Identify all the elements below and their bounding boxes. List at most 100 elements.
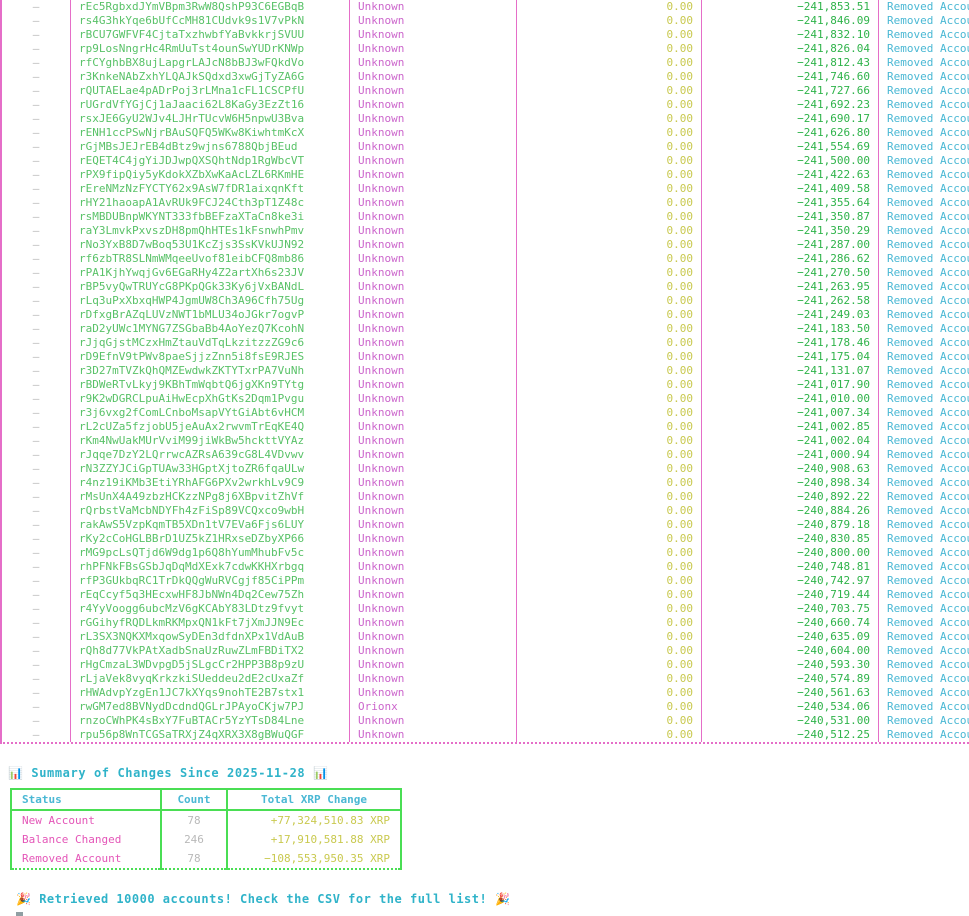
cell-status: Removed Account	[878, 224, 969, 238]
summary-header-row: Status Count Total XRP Change	[10, 788, 402, 811]
cell-address: rBDWeRTvLkyj9KBhTmWqbtQ6jgXKn9TYtg	[70, 378, 350, 392]
table-row: – raY3LmvkPxvszDH8pmQhHTEs1kFsnwhPmv Unkno…	[0, 224, 969, 238]
cell-address: rPX9fipQiy5yKdokXZbXwKaAcLZL6RKmHE	[70, 168, 350, 182]
table-row: – rUGrdVfYGjCj1aJaaci62L8KaGy3EzZt16 Unkno…	[0, 98, 969, 112]
cell-name: Unknown	[349, 546, 517, 560]
cell-old-balance: 0.00	[516, 280, 702, 294]
table-row: – rsxJE6GyU2WJv4LJHrTUcvW6H5npwU3Bva Unkno…	[0, 112, 969, 126]
cell-xrp-change: −241,010.00	[701, 392, 879, 406]
cell-xrp-change: −241,287.00	[701, 238, 879, 252]
cell-name: Unknown	[349, 266, 517, 280]
cell-xrp-change: −241,626.80	[701, 126, 879, 140]
cell-old-balance: 0.00	[516, 294, 702, 308]
cell-xrp-change: −240,531.00	[701, 714, 879, 728]
cell-index: –	[0, 308, 71, 322]
cell-address: rfP3GUkbqRC1TrDkQQgWuRVCgjf85CiPPm	[70, 574, 350, 588]
cell-index: –	[0, 224, 71, 238]
cell-xrp-change: −241,350.29	[701, 224, 879, 238]
cell-xrp-change: −241,690.17	[701, 112, 879, 126]
cell-name: Unknown	[349, 448, 517, 462]
table-row: – rL2cUZa5fzjobU5jeAuAx2rwvmTrEqKE4Q Unkno…	[0, 420, 969, 434]
cell-name: Unknown	[349, 378, 517, 392]
cell-name: Unknown	[349, 112, 517, 126]
cell-address: rsxJE6GyU2WJv4LJHrTUcvW6H5npwU3Bva	[70, 112, 350, 126]
table-row: – rDfxgBrAZqLUVzNWT1bMLU34oJGkr7ogvP Unkno…	[0, 308, 969, 322]
cell-status: Removed Account	[878, 504, 969, 518]
cell-xrp-change: −241,007.34	[701, 406, 879, 420]
table-row: – rGGihyfRQDLkmRKMpxQN1kFt7jXmJJN9Ec Unkno…	[0, 616, 969, 630]
terminal-prompt-line[interactable]	[16, 907, 961, 916]
cell-index: –	[0, 532, 71, 546]
cell-xrp-change: −241,249.03	[701, 308, 879, 322]
cell-status: Removed Account	[878, 294, 969, 308]
cell-index: –	[0, 560, 71, 574]
cell-address: rPA1KjhYwqjGv6EGaRHy4Z2artXh6s23JV	[70, 266, 350, 280]
cell-xrp-change: −240,742.97	[701, 574, 879, 588]
party-popper-icon-left: 🎉	[16, 892, 32, 906]
cell-index: –	[0, 630, 71, 644]
cell-old-balance: 0.00	[516, 210, 702, 224]
cell-xrp-change: −240,748.81	[701, 560, 879, 574]
cell-address: rpu56p8WnTCGSaTRXjZ4qXRX3X8gBWuQGF	[70, 728, 350, 742]
cell-xrp-change: −240,574.89	[701, 672, 879, 686]
table-row: – rJqqe7DzY2LQrrwcAZRsA639cG8L4VDvwv Unkno…	[0, 448, 969, 462]
cell-name: Unknown	[349, 70, 517, 84]
table-row: – rBDWeRTvLkyj9KBhTmWqbtQ6jgXKn9TYtg Unkno…	[0, 378, 969, 392]
cell-address: rDfxgBrAZqLUVzNWT1bMLU34oJGkr7ogvP	[70, 308, 350, 322]
cell-address: rEc5RgbxdJYmVBpm3RwW8QshP93C6EGBqB	[70, 0, 350, 14]
table-row: – rJjqGjstMCzxHmZtauVdTqLkzitzzZG9c6 Unkno…	[0, 336, 969, 350]
cell-index: –	[0, 350, 71, 364]
cell-xrp-change: −241,746.60	[701, 70, 879, 84]
cell-address: rGGihyfRQDLkmRKMpxQN1kFt7jXmJJN9Ec	[70, 616, 350, 630]
cell-name: Unknown	[349, 182, 517, 196]
cell-xrp-change: −241,500.00	[701, 154, 879, 168]
cell-name: Unknown	[349, 476, 517, 490]
party-popper-icon-right: 🎉	[494, 892, 511, 906]
cell-address: rLq3uPxXbxqHWP4JgmUW8Ch3A96Cfh75Ug	[70, 294, 350, 308]
cell-old-balance: 0.00	[516, 406, 702, 420]
cell-status: Removed Account	[878, 476, 969, 490]
cell-xrp-change: −240,908.63	[701, 462, 879, 476]
table-row: – rwGM7ed8BVNydDcdndQGLrJPAyoCKjw7PJ Orion…	[0, 700, 969, 714]
summary-cell-count: 78	[160, 849, 228, 870]
table-row: – rEqCcyf5q3HEcxwHF8JbNWn4Dq2Cew75Zh Unkno…	[0, 588, 969, 602]
cell-xrp-change: −240,830.85	[701, 532, 879, 546]
cell-address: rGjMBsJEJrEB4dBtz9wjns6788QbjBEud	[70, 140, 350, 154]
cell-name: Unknown	[349, 532, 517, 546]
cell-xrp-change: −241,286.62	[701, 252, 879, 266]
accounts-table-body: – rEc5RgbxdJYmVBpm3RwW8QshP93C6EGBqB Unkno…	[0, 0, 969, 742]
cell-status: Removed Account	[878, 84, 969, 98]
cell-status: Removed Account	[878, 364, 969, 378]
cell-name: Unknown	[349, 98, 517, 112]
table-row: – rnzoCWhPK4sBxY7FuBTACr5YzYTsD84Lne Unkno…	[0, 714, 969, 728]
table-row: – rQh8d77VkPAtXadbSnaUzRuwZLmFBDiTX2 Unkno…	[0, 644, 969, 658]
cell-address: rL3SX3NQKXMxqowSyDEn3dfdnXPx1VdAuB	[70, 630, 350, 644]
cell-address: rnzoCWhPK4sBxY7FuBTACr5YzYTsD84Lne	[70, 714, 350, 728]
footer-note-text: Retrieved 10000 accounts! Check the CSV …	[39, 892, 488, 906]
cell-xrp-change: −240,719.44	[701, 588, 879, 602]
table-row: – rEQET4C4jgYiJDJwpQXSQhtNdp1RgWbcVT Unkno…	[0, 154, 969, 168]
cell-address: rEQET4C4jgYiJDJwpQXSQhtNdp1RgWbcVT	[70, 154, 350, 168]
summary-cell-status: New Account	[10, 810, 162, 830]
cell-status: Removed Account	[878, 616, 969, 630]
cell-name: Unknown	[349, 672, 517, 686]
cell-status: Removed Account	[878, 532, 969, 546]
cell-status: Removed Account	[878, 70, 969, 84]
cell-xrp-change: −241,175.04	[701, 350, 879, 364]
summary-cell-total: +17,910,581.88 XRP	[226, 830, 402, 849]
cell-xrp-change: −241,178.46	[701, 336, 879, 350]
cell-name: Unknown	[349, 434, 517, 448]
cell-name: Unknown	[349, 728, 517, 742]
cell-address: rQh8d77VkPAtXadbSnaUzRuwZLmFBDiTX2	[70, 644, 350, 658]
cell-index: –	[0, 644, 71, 658]
cell-index: –	[0, 112, 71, 126]
cell-xrp-change: −240,703.75	[701, 602, 879, 616]
cell-status: Removed Account	[878, 14, 969, 28]
cell-name: Unknown	[349, 392, 517, 406]
cell-xrp-change: −240,898.34	[701, 476, 879, 490]
cell-old-balance: 0.00	[516, 182, 702, 196]
cell-address: rsMBDUBnpWKYNT333fbBEFzaXTaCn8ke3i	[70, 210, 350, 224]
cell-index: –	[0, 658, 71, 672]
cell-status: Removed Account	[878, 126, 969, 140]
